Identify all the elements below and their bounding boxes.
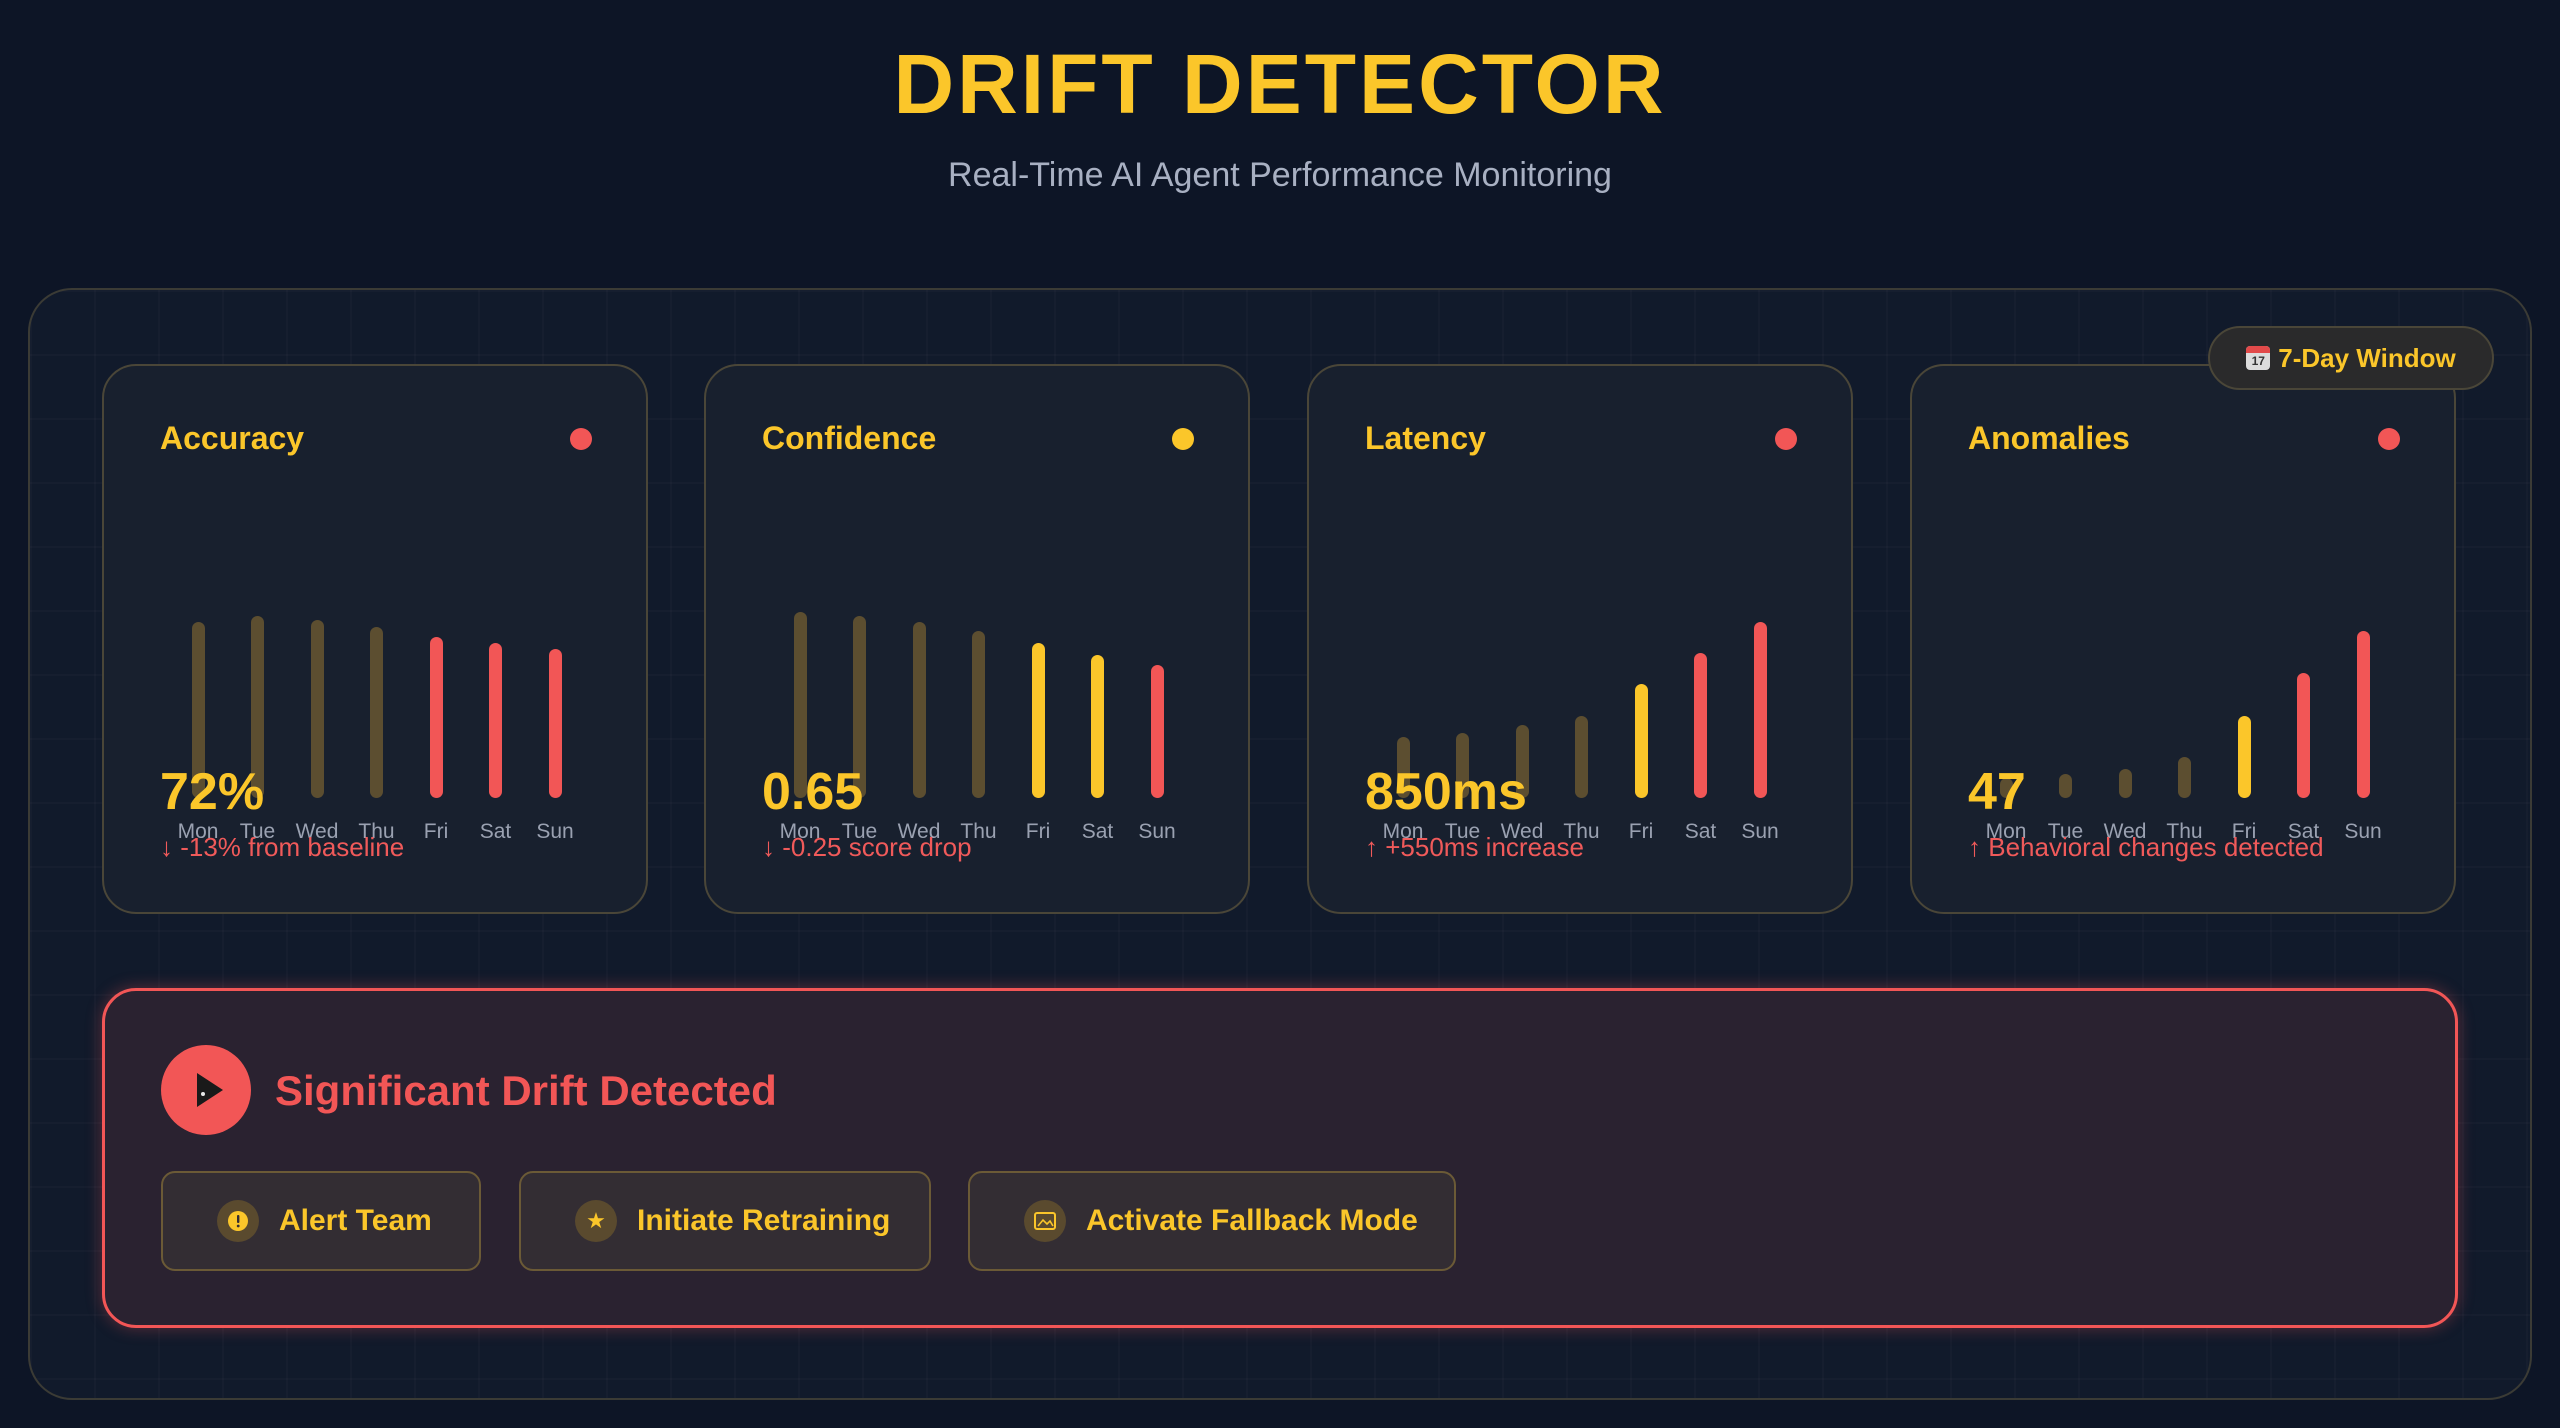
bar-sat [489, 643, 502, 798]
day-label: Tue [841, 820, 878, 843]
bar-mon [1396, 737, 1410, 798]
bar-tue [1456, 733, 1469, 798]
calendar-icon [2246, 346, 2271, 370]
day-label: Fri [2231, 820, 2257, 843]
bar-wed [1515, 725, 1529, 798]
bar-sat [2297, 673, 2310, 798]
metric-value: 0.65 [762, 763, 864, 821]
bar-wed [2118, 769, 2132, 798]
bar-fri [2237, 716, 2251, 798]
alert-title: Significant Drift Detected [275, 1067, 777, 1114]
metric-value: 47 [1968, 763, 2026, 821]
bar-mon [793, 612, 807, 798]
status-dot [1172, 428, 1194, 450]
day-label: Thu [358, 820, 395, 843]
bar-sun [548, 649, 562, 798]
bar-tue [251, 616, 264, 798]
status-dot [2378, 428, 2400, 450]
bar-wed [310, 620, 324, 798]
metric-title: Accuracy [160, 420, 305, 456]
day-label: Sat [479, 820, 512, 843]
time-window-label: 7-Day Window [2278, 342, 2456, 373]
metric-bar-chart: Mon Tue Wed Thu Fri Sat Sun [104, 506, 646, 1074]
metric-delta: ↓ -0.25 score drop [762, 832, 972, 862]
bar-sun [1753, 622, 1767, 798]
metric-delta: ↑ +550ms increase [1365, 832, 1584, 862]
day-label: Sat [2287, 820, 2320, 843]
bar-mon [1999, 778, 2013, 798]
star-icon: ★ [575, 1200, 617, 1242]
day-label: Sat [1081, 820, 1114, 843]
day-label: Fri [423, 820, 449, 843]
alert-team-label: Alert Team [279, 1204, 432, 1237]
day-label: Thu [960, 820, 997, 843]
image-icon [1024, 1200, 1066, 1242]
metric-title: Latency [1365, 420, 1486, 456]
day-label: Mon [1382, 820, 1424, 843]
day-label: Sat [1684, 820, 1717, 843]
day-label: Sun [2344, 820, 2382, 843]
initiate-retraining-label: Initiate Retraining [637, 1204, 891, 1237]
day-label: Wed [2103, 820, 2147, 843]
day-label: Fri [1628, 820, 1654, 843]
time-window-badge[interactable]: 7-Day Window [2208, 326, 2494, 390]
day-label: Sun [1741, 820, 1779, 843]
metric-value: 850ms [1365, 763, 1527, 821]
day-label: Wed [295, 820, 339, 843]
day-label: Thu [2166, 820, 2203, 843]
metric-bar-chart: Mon Tue Wed Thu Fri Sat Sun [1309, 506, 1851, 1074]
bar-fri [429, 637, 443, 798]
bar-sat [1694, 653, 1707, 798]
bar-tue [2059, 774, 2072, 798]
day-label: Mon [779, 820, 821, 843]
status-dot [570, 428, 592, 450]
day-label: Thu [1563, 820, 1600, 843]
metric-value: 72% [160, 763, 265, 821]
metric-delta: ↓ -13% from baseline [160, 832, 405, 862]
day-label: Tue [1444, 820, 1481, 843]
status-dot [1775, 428, 1797, 450]
bar-thu [972, 631, 985, 798]
day-label: Tue [239, 820, 276, 843]
day-label: Sun [536, 820, 574, 843]
day-label: Sun [1138, 820, 1176, 843]
metric-card-anomalies: Anomalies Mon Tue Wed Thu Fri Sat Sun 47 ↑ Beh… [1910, 364, 2456, 914]
metric-card-latency: Latency Mon Tue Wed Thu Fri Sat Sun 850ms ↑ +5… [1307, 364, 1853, 914]
bar-sun [1150, 665, 1164, 798]
metric-card-confidence: Confidence Mon Tue Wed Thu Fri Sat Sun 0.65 ↓ … [704, 364, 1250, 914]
drift-alert-panel: Significant Drift Detected Alert Team ★ … [102, 988, 2458, 1328]
bar-mon [191, 622, 205, 798]
page-title: DRIFT DETECTOR [893, 37, 1667, 131]
bar-fri [1634, 684, 1648, 798]
metric-bar-chart: Mon Tue Wed Thu Fri Sat Sun [706, 506, 1248, 1074]
day-label: Mon [177, 820, 219, 843]
metric-bar-chart: Mon Tue Wed Thu Fri Sat Sun [1912, 506, 2454, 1074]
alert-team-button[interactable]: Alert Team [161, 1171, 481, 1271]
bar-thu [2178, 757, 2191, 798]
metric-title: Anomalies [1968, 420, 2130, 456]
activate-fallback-button[interactable]: Activate Fallback Mode [968, 1171, 1456, 1271]
page-subtitle: Real-Time AI Agent Performance Monitorin… [948, 156, 1612, 194]
play-icon [161, 1045, 251, 1135]
metric-delta: ↑ Behavioral changes detected [1968, 832, 2324, 862]
day-label: Mon [1985, 820, 2027, 843]
exclamation-icon [217, 1200, 259, 1242]
metric-title: Confidence [762, 420, 937, 456]
day-label: Tue [2047, 820, 2084, 843]
initiate-retraining-button[interactable]: ★ Initiate Retraining [519, 1171, 931, 1271]
metric-card-accuracy: Accuracy Mon Tue Wed Thu Fri Sat Sun 72% ↓ -13… [102, 364, 648, 914]
bar-thu [370, 627, 383, 798]
day-label: Fri [1025, 820, 1051, 843]
bar-thu [1575, 716, 1588, 798]
bar-sat [1091, 655, 1104, 798]
bar-tue [853, 616, 866, 798]
bar-fri [1031, 643, 1045, 798]
bar-wed [912, 622, 926, 798]
day-label: Wed [897, 820, 941, 843]
activate-fallback-label: Activate Fallback Mode [1086, 1204, 1418, 1237]
day-label: Wed [1500, 820, 1544, 843]
bar-sun [2356, 631, 2370, 798]
